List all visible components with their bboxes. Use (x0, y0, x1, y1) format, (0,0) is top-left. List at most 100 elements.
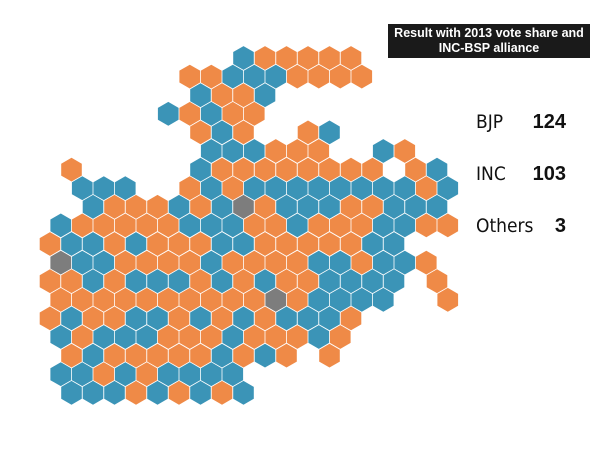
party-seats-hexes (50, 194, 287, 312)
seat-hex (222, 213, 244, 238)
seat-hex (39, 232, 61, 256)
seat-hex (437, 287, 459, 312)
seat-hex (383, 194, 405, 219)
seat-hex (211, 269, 233, 294)
seat-hex (211, 83, 233, 108)
seat-hex (351, 64, 373, 89)
seat-hex (243, 176, 265, 201)
seat-hex (351, 250, 373, 275)
seat-hex (308, 250, 330, 275)
seat-hex (319, 306, 340, 331)
seat-hex (200, 101, 222, 126)
seat-hex (372, 250, 394, 275)
seat-hex (211, 380, 233, 405)
seat-hex (190, 306, 211, 331)
seat-hex (319, 120, 340, 145)
party-seats: 103 (533, 163, 566, 185)
seat-hex (243, 101, 265, 126)
party-seats: 124 (533, 111, 567, 133)
seat-hex (286, 287, 308, 312)
seat-hex (329, 287, 351, 312)
seat-hex (71, 250, 93, 275)
seat-hex (265, 176, 287, 201)
seat-hex (190, 83, 211, 108)
seat-hex (340, 306, 362, 331)
party-name: Others (476, 215, 534, 237)
seat-hex (125, 306, 147, 331)
seat-hex (71, 287, 93, 312)
seat-hex (340, 46, 362, 70)
seat-hex (93, 287, 115, 312)
seat-hex (200, 139, 222, 163)
seat-hex (319, 269, 340, 294)
seat-hex (71, 213, 93, 238)
seat-hex (394, 139, 416, 163)
seat-hex (254, 194, 276, 219)
seat-hex (426, 157, 448, 182)
seat-hex (125, 343, 147, 368)
seat-hex (179, 176, 201, 201)
seat-hex (254, 83, 276, 108)
seat-hex (190, 380, 211, 405)
seat-hex (233, 306, 254, 331)
seat-hex (157, 362, 179, 387)
party-name: INC (476, 163, 506, 185)
seat-hex (329, 250, 351, 275)
seat-hex (136, 250, 158, 275)
party-seats-hexes (50, 46, 459, 405)
seat-hex (286, 139, 308, 163)
seat-hex (50, 325, 72, 349)
seat-hex (340, 269, 362, 294)
seat-hex (243, 213, 265, 238)
seat-hex (276, 269, 297, 294)
seat-hex (114, 287, 136, 312)
seat-hex (147, 343, 168, 368)
seat-hex (351, 287, 373, 312)
seat-hex (61, 306, 82, 331)
seat-hex (93, 362, 115, 387)
seat-hex (233, 343, 254, 368)
seat-hex (222, 64, 244, 89)
seat-hex (50, 250, 72, 275)
seat-hex (265, 250, 287, 275)
seat-hex (104, 194, 125, 219)
seat-hex (319, 46, 340, 70)
seat-hex (233, 120, 254, 145)
seat-hex (200, 325, 222, 349)
seat-hex (233, 83, 254, 108)
seat-hex (222, 176, 244, 201)
seat-hex (286, 325, 308, 349)
seat-hex (308, 213, 330, 238)
title-line: Result with 2013 vote share and (394, 26, 584, 40)
seat-hex (190, 269, 211, 294)
seat-hex (157, 250, 179, 275)
seat-hex (437, 213, 459, 238)
seat-hex (351, 176, 373, 201)
seat-hex (179, 325, 201, 349)
seat-hex (179, 101, 201, 126)
seat-hex (104, 306, 125, 331)
seat-hex (114, 325, 136, 349)
seat-hex (82, 194, 104, 219)
seat-hex (243, 325, 265, 349)
seat-hex (329, 213, 351, 238)
seat-hex (61, 380, 82, 405)
seat-hex (39, 306, 61, 331)
seat-hex (71, 362, 93, 387)
seat-hex (61, 343, 82, 368)
seat-hex (61, 157, 82, 182)
seat-hex (168, 269, 190, 294)
seat-hex (308, 64, 330, 89)
seat-hex (200, 213, 222, 238)
seat-hex (222, 101, 244, 126)
seat-hex (82, 380, 104, 405)
seat-hex (190, 232, 211, 256)
seat-hex (82, 306, 104, 331)
seat-hex (297, 120, 319, 145)
seat-hex (222, 325, 244, 349)
seat-hex (114, 362, 136, 387)
seat-hex (362, 269, 383, 294)
seat-hex (114, 176, 136, 201)
seat-hex (104, 380, 125, 405)
seat-hex (179, 213, 201, 238)
